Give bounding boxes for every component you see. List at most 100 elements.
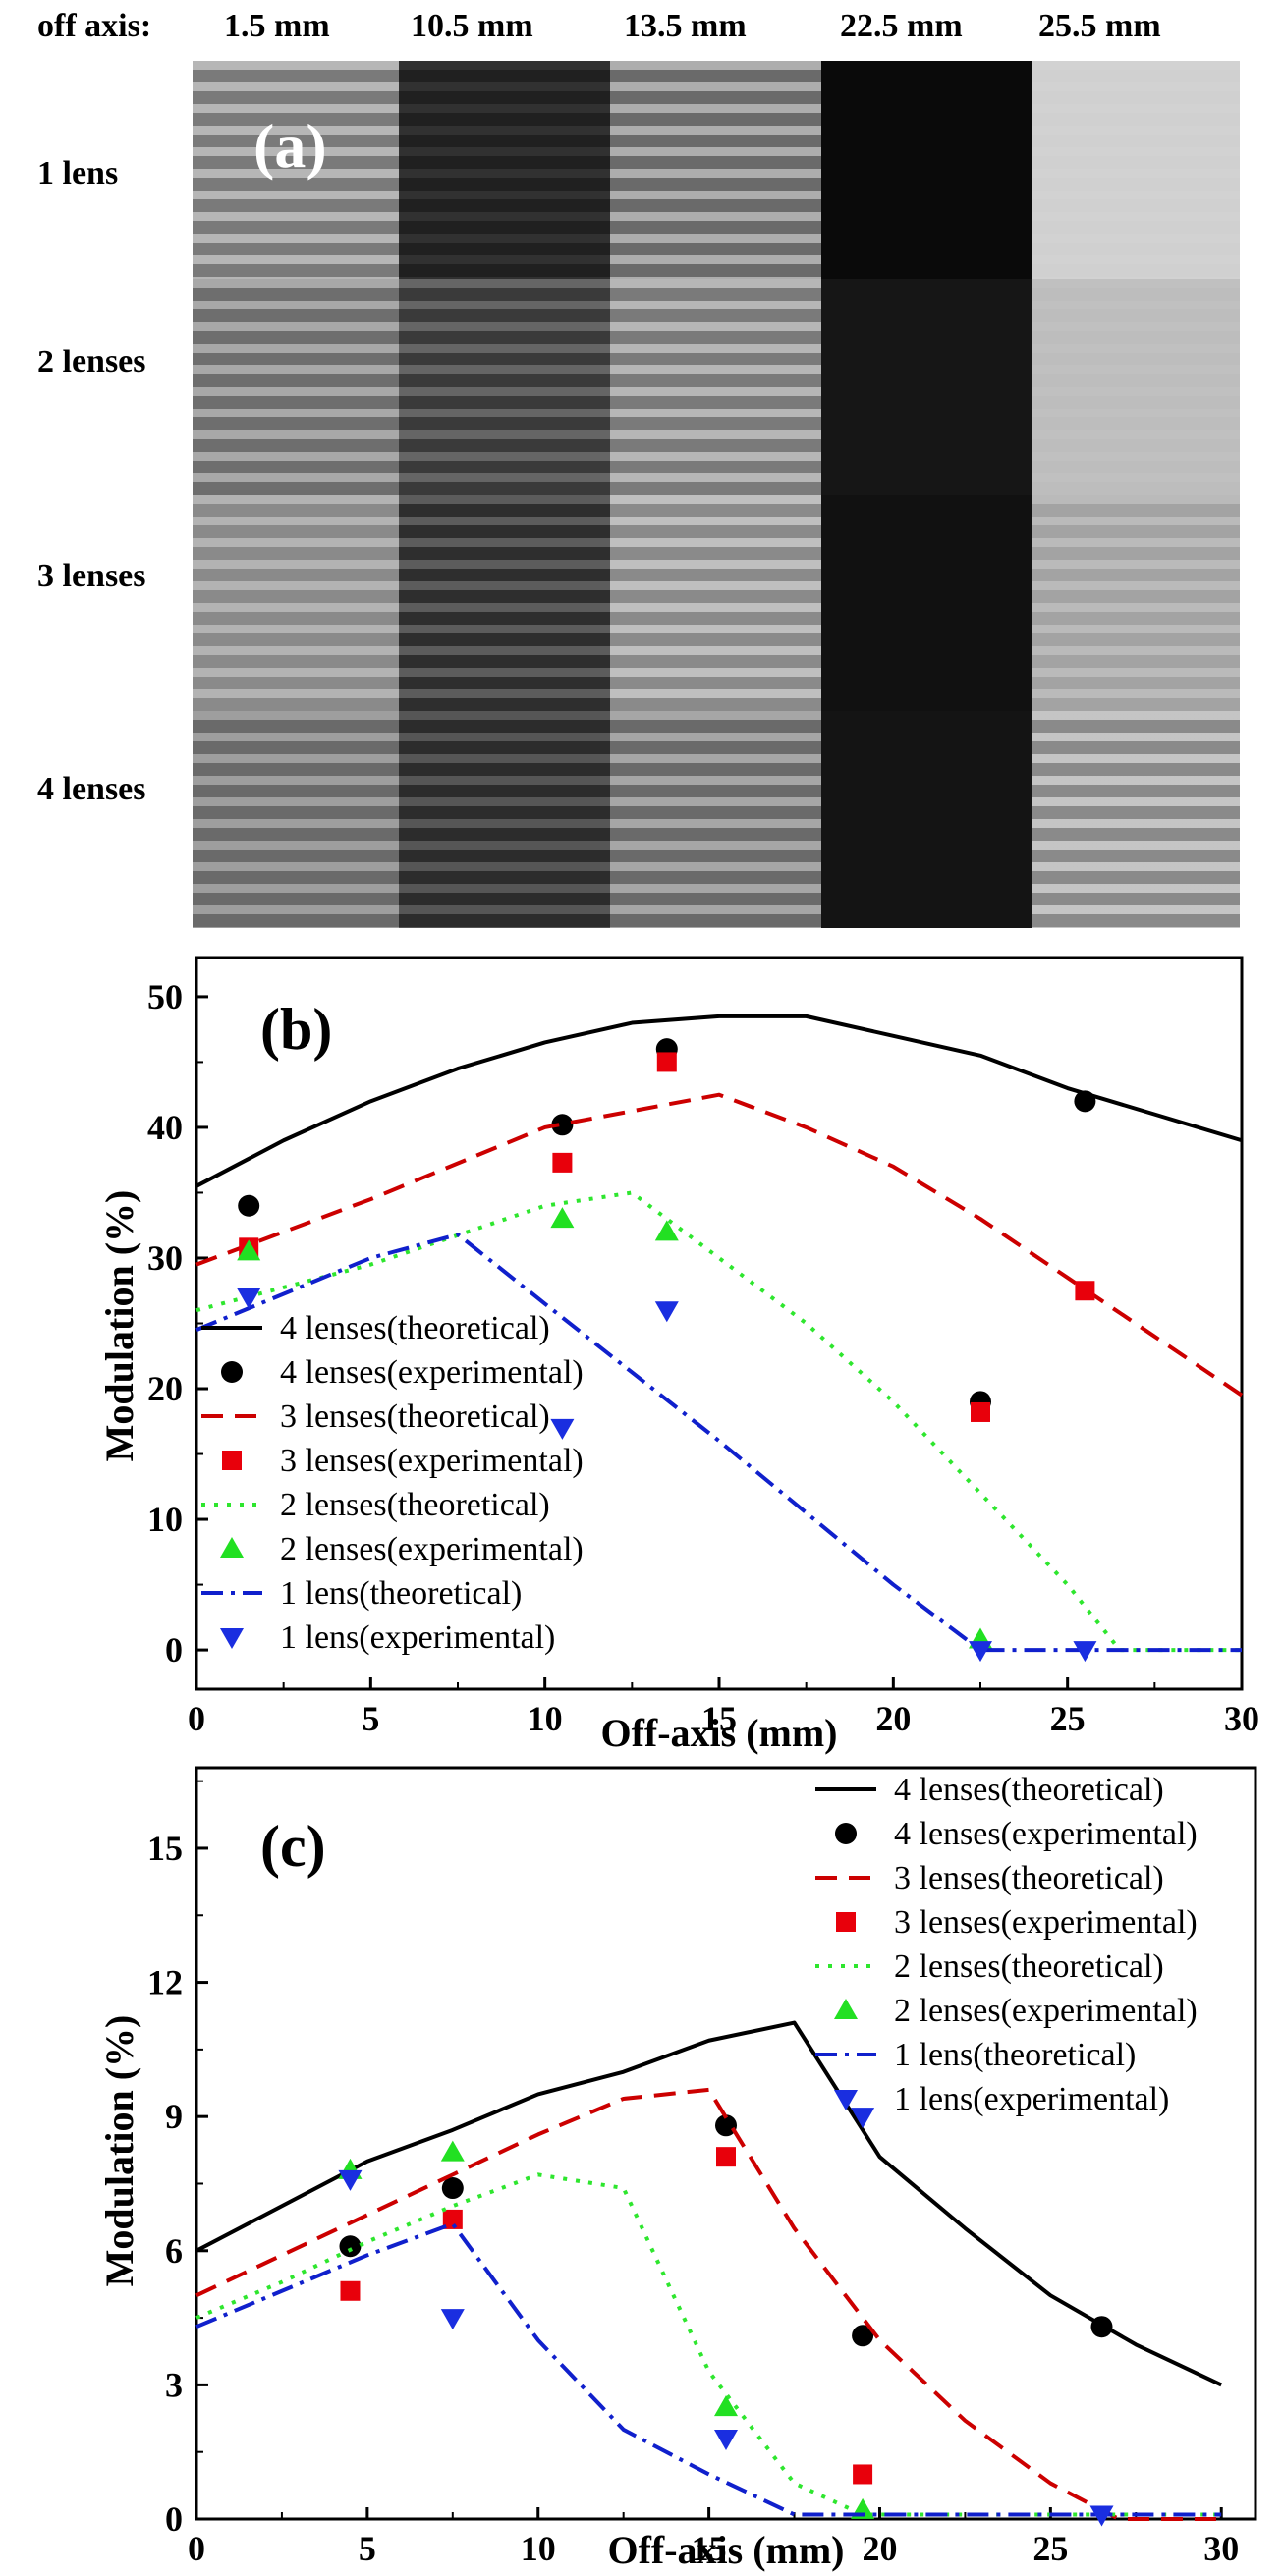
legend-label: 1 lens(theoretical)	[280, 1575, 522, 1612]
legend-label: 2 lenses(theoretical)	[894, 1948, 1164, 1985]
legend-label: 2 lenses(experimental)	[280, 1531, 584, 1567]
column-header: 1.5 mm	[224, 8, 330, 44]
y-tick-label: 50	[147, 977, 183, 1016]
panel-b-label: (b)	[260, 997, 332, 1062]
data-point	[442, 2209, 463, 2229]
data-point	[969, 1641, 992, 1663]
data-point	[551, 1114, 574, 1136]
data-point	[716, 2147, 736, 2167]
data-point	[714, 2430, 738, 2451]
data-point	[654, 1220, 679, 1241]
fringe-image-tile	[821, 711, 1032, 928]
y-tick-label: 9	[165, 2097, 183, 2136]
data-point	[552, 1152, 573, 1173]
row-header: 4 lenses	[37, 771, 146, 807]
fringe-image-tile	[610, 279, 821, 495]
data-point	[971, 1401, 990, 1422]
off-axis-label: off axis:	[37, 8, 152, 44]
legend-swatch	[836, 1912, 856, 1932]
x-tick-label: 20	[875, 1699, 911, 1738]
fringe-image-tile	[1032, 279, 1240, 495]
data-point	[440, 2309, 465, 2330]
fringe-image-tile	[193, 495, 399, 711]
data-point	[853, 2464, 873, 2485]
y-tick-label: 12	[147, 1963, 183, 2002]
x-axis-label: Off-axis (mm)	[600, 1711, 837, 1755]
legend-swatch	[220, 1628, 244, 1649]
fringe-image-tile	[1032, 711, 1240, 928]
row-header: 2 lenses	[37, 344, 146, 380]
data-point	[238, 1194, 260, 1217]
fringe-image-tile	[1032, 495, 1240, 711]
legend-label: 2 lenses(theoretical)	[280, 1487, 550, 1523]
data-point	[338, 2169, 363, 2191]
data-point	[1089, 2505, 1114, 2527]
data-point	[1073, 1641, 1097, 1663]
data-point	[654, 1301, 679, 1323]
y-tick-label: 3	[165, 2365, 183, 2404]
row-header: 3 lenses	[37, 558, 146, 594]
fringe-image-tile	[821, 61, 1032, 279]
data-point	[440, 2140, 465, 2162]
fringe-image-grid	[193, 61, 1240, 928]
x-tick-label: 0	[188, 2529, 205, 2568]
legend-swatch	[220, 1537, 244, 1558]
data-point	[656, 1052, 677, 1072]
legend-swatch	[222, 1451, 242, 1470]
fringe-image-tile	[399, 61, 610, 279]
y-tick-label: 0	[165, 1630, 183, 1670]
x-axis-label: Off-axis (mm)	[607, 2528, 844, 2572]
fringe-image-tile	[610, 61, 821, 279]
series-line	[195, 2172, 1222, 2517]
data-point	[550, 1207, 575, 1229]
x-tick-label: 30	[1203, 2529, 1239, 2568]
y-axis-label: Modulation (%)	[97, 1190, 141, 1462]
legend-swatch	[835, 1823, 857, 1844]
fringe-image-tile	[399, 495, 610, 711]
data-point	[852, 2325, 874, 2347]
fringe-image-tile	[610, 711, 821, 928]
data-point	[550, 1418, 575, 1440]
data-point	[1090, 2316, 1113, 2338]
panel-a-label: (a)	[253, 111, 327, 181]
legend-swatch	[221, 1361, 243, 1383]
y-tick-label: 0	[165, 2499, 183, 2539]
legend-label: 4 lenses(theoretical)	[894, 1772, 1164, 1808]
panel-a: off axis: 1.5 mm 10.5 mm 13.5 mm 22.5 mm…	[0, 0, 1283, 933]
column-header: 22.5 mm	[840, 8, 963, 44]
data-point	[237, 1288, 261, 1309]
data-point	[441, 2177, 464, 2200]
fringe-image-tile	[1032, 61, 1240, 279]
x-tick-label: 10	[521, 2529, 556, 2568]
series-line	[195, 1092, 1244, 1398]
x-tick-label: 25	[1050, 1699, 1086, 1738]
row-header: 1 lens	[37, 155, 119, 192]
series-line	[195, 1233, 1242, 1653]
column-header: 13.5 mm	[624, 8, 747, 44]
plot-frame	[195, 1766, 1257, 2521]
legend-label: 3 lenses(experimental)	[280, 1443, 584, 1479]
y-tick-label: 10	[147, 1500, 183, 1539]
fringe-image-tile	[193, 711, 399, 928]
fringe-image-tile	[610, 495, 821, 711]
y-tick-label: 15	[147, 1829, 183, 1868]
column-header: 25.5 mm	[1038, 8, 1161, 44]
series-line	[195, 2020, 1223, 2387]
x-tick-label: 0	[188, 1699, 205, 1738]
legend-label: 3 lenses(experimental)	[894, 1904, 1198, 1941]
legend-swatch	[834, 2090, 858, 2110]
column-header: 10.5 mm	[411, 8, 533, 44]
x-tick-label: 25	[1032, 2529, 1068, 2568]
data-point	[340, 2280, 361, 2301]
x-tick-label: 15	[692, 2529, 727, 2568]
series-line	[195, 1014, 1243, 1188]
fringe-image-tile	[193, 61, 399, 279]
panel-c-label: (c)	[260, 1814, 326, 1879]
y-axis-label: Modulation (%)	[97, 2015, 141, 2287]
x-tick-label: 30	[1224, 1699, 1259, 1738]
data-point	[714, 2395, 738, 2417]
data-point	[339, 2235, 362, 2258]
legend-label: 1 lens(experimental)	[280, 1619, 555, 1656]
series-line	[195, 2087, 1222, 2521]
legend-label: 3 lenses(theoretical)	[894, 1860, 1164, 1896]
